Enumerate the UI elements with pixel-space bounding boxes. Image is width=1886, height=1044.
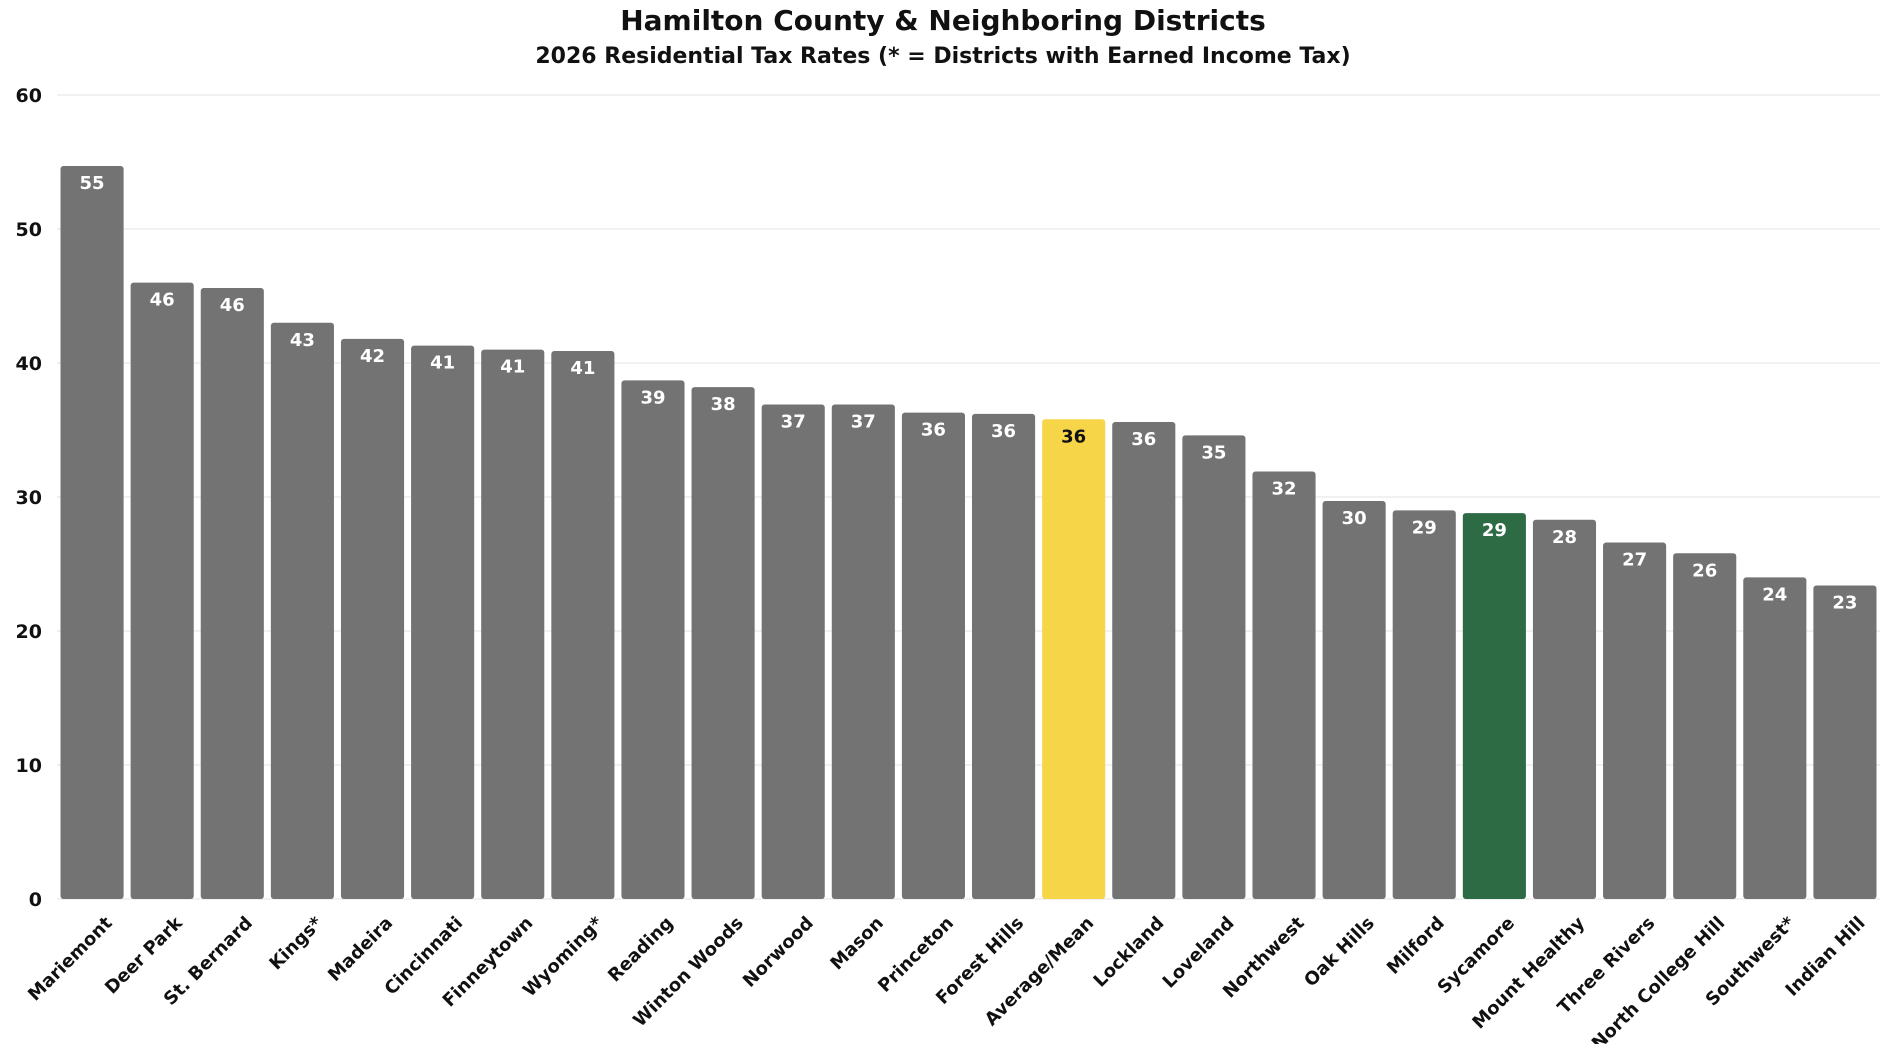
- data-label: 23: [1832, 592, 1857, 613]
- bar-mariemont: [60, 166, 124, 899]
- x-tick-label: Mason: [826, 913, 887, 974]
- data-label: 46: [220, 295, 245, 316]
- x-tick-label: Madeira: [324, 913, 397, 986]
- bar-three-rivers: [1603, 542, 1667, 899]
- data-label: 29: [1482, 520, 1507, 541]
- data-label: 27: [1622, 550, 1647, 571]
- data-label: 39: [640, 387, 665, 408]
- bar-madeira: [340, 338, 405, 899]
- bar-northwest: [1252, 471, 1316, 899]
- data-label: 41: [570, 358, 595, 379]
- data-label: 36: [1131, 429, 1156, 450]
- y-tick-label: 30: [16, 487, 42, 509]
- data-label: 35: [1201, 442, 1226, 463]
- bar-north-college-hill: [1673, 553, 1737, 899]
- bar-cincinnati: [411, 345, 475, 900]
- bar-mount-healthy: [1532, 519, 1597, 899]
- bar-forest-hills: [972, 413, 1036, 899]
- data-label: 41: [430, 353, 455, 374]
- bar-reading: [621, 380, 685, 899]
- bar-sycamore: [1462, 513, 1526, 899]
- y-tick-label: 10: [16, 755, 42, 777]
- x-tick-label: Mariemont: [24, 912, 117, 1005]
- data-label: 24: [1762, 584, 1787, 605]
- bar-st-bernard: [200, 287, 264, 900]
- y-tick-label: 40: [16, 353, 42, 375]
- data-label: 55: [80, 173, 105, 194]
- bar-loveland: [1182, 435, 1246, 899]
- y-tick-label: 20: [16, 621, 42, 643]
- y-tick-label: 60: [16, 85, 42, 107]
- bar-finneytown: [481, 349, 545, 900]
- y-axis-ticks: 0 10 20 30 40 50 60: [16, 85, 42, 911]
- bar-kings: [270, 322, 334, 899]
- bar-oak-hills: [1322, 501, 1386, 899]
- data-label: 38: [711, 394, 736, 415]
- bar-indian-hill: [1813, 585, 1877, 899]
- bar-princeton: [901, 412, 965, 899]
- data-label: 36: [1061, 426, 1086, 447]
- bar-average-mean: [1042, 419, 1106, 899]
- data-label: 32: [1271, 479, 1296, 500]
- data-label: 29: [1412, 517, 1437, 538]
- x-tick-label: Milford: [1383, 913, 1449, 979]
- data-label: 46: [150, 290, 175, 311]
- bar-winton-woods: [691, 387, 755, 899]
- bar-norwood: [761, 404, 825, 899]
- data-labels: 55 46 46 43 42 41 41 41 39 38 37 37 36 36 36 36 35 32 30 29…: [80, 173, 1858, 613]
- bar-wyoming: [551, 350, 615, 899]
- data-label: 43: [290, 330, 315, 351]
- x-tick-label: Oak Hills: [1300, 913, 1378, 991]
- data-label: 30: [1342, 508, 1367, 529]
- chart-title: Hamilton County & Neighboring Districts: [620, 4, 1266, 37]
- y-tick-label: 50: [16, 219, 42, 241]
- data-label: 36: [921, 420, 946, 441]
- bar-southwest: [1743, 577, 1807, 899]
- bar-milford: [1392, 510, 1456, 899]
- x-tick-label: Reading: [604, 913, 678, 987]
- bar-lockland: [1112, 421, 1176, 899]
- bar-deer-park: [130, 282, 194, 900]
- data-label: 28: [1552, 527, 1577, 548]
- x-tick-label: Kings*: [266, 912, 328, 974]
- x-tick-label: Norwood: [739, 913, 818, 992]
- bar-mason: [831, 404, 895, 899]
- data-label: 36: [991, 421, 1016, 442]
- y-tick-label: 0: [29, 889, 42, 911]
- x-tick-label: Lockland: [1090, 913, 1169, 992]
- bars: [60, 166, 1877, 900]
- data-label: 42: [360, 346, 385, 367]
- chart-subtitle: 2026 Residential Tax Rates (* = District…: [535, 44, 1351, 69]
- data-label: 41: [500, 357, 525, 378]
- x-tick-label: North College Hill: [1588, 913, 1729, 1044]
- data-label: 26: [1692, 560, 1717, 581]
- data-label: 37: [781, 412, 806, 433]
- data-label: 37: [851, 412, 876, 433]
